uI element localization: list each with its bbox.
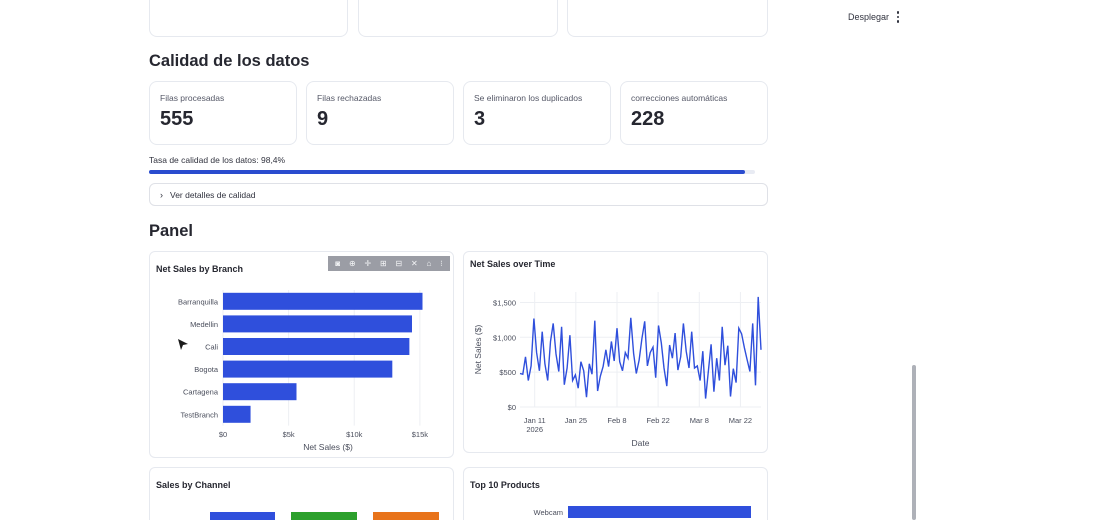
bar: [291, 512, 357, 520]
bar: [373, 512, 439, 520]
metric-card: Filas rechazadas 9: [306, 81, 454, 145]
tick-label: $1,000: [493, 333, 516, 342]
metric-value: 555: [160, 108, 194, 130]
tick-label: Feb 8: [607, 416, 626, 425]
metric-label: Filas procesadas: [160, 93, 225, 103]
quality-section-title: Calidad de los datos: [149, 52, 310, 70]
chevron-right-icon: ›: [160, 189, 163, 200]
tick-label: 2026: [526, 425, 543, 434]
camera-icon[interactable]: ◙: [335, 258, 341, 268]
axis-label: Net Sales ($): [473, 325, 483, 375]
kebab-menu-icon[interactable]: [892, 10, 904, 24]
category-label: TestBranch: [180, 410, 218, 419]
metric-value: 228: [631, 108, 665, 130]
tick-label: Jan 25: [565, 416, 588, 425]
panel-section-title: Panel: [149, 222, 194, 240]
bar: [568, 506, 751, 518]
pan-icon[interactable]: ✛: [364, 258, 372, 268]
zoom-out-icon[interactable]: ⊟: [395, 258, 403, 268]
category-label: Cartagena: [183, 388, 219, 397]
quality-details-expander[interactable]: › Ver detalles de calidad: [149, 183, 768, 206]
branch-bar-chart: Barranquilla Medellin Cali Bogota Cartagena T…: [178, 290, 429, 452]
metric-card: Se eliminaron los duplicados 3: [463, 81, 611, 145]
zoom-icon[interactable]: ⊕: [349, 258, 356, 268]
chart-title: Sales by Channel: [156, 480, 231, 490]
category-label: Barranquilla: [178, 297, 219, 306]
home-icon[interactable]: ⌂: [426, 258, 432, 268]
mouse-cursor-icon: [178, 339, 188, 350]
tick-label: $500: [499, 368, 516, 377]
metric-label: Se eliminaron los duplicados: [474, 93, 583, 103]
tick-label: Mar 8: [690, 416, 709, 425]
chart-title: Top 10 Products: [470, 480, 540, 490]
autoscale-icon[interactable]: ✕: [410, 258, 418, 268]
bar: [223, 292, 423, 310]
quality-progress-fill: [149, 170, 746, 174]
chart-title: Net Sales by Branch: [156, 264, 244, 274]
series-line: [519, 296, 762, 399]
chart-card-channel: Sales by Channel: [149, 467, 454, 520]
previous-card: [358, 0, 558, 37]
tick-label: $1,500: [493, 298, 516, 307]
category-label: Medellin: [190, 320, 218, 329]
category-label: Webcam: [534, 508, 563, 517]
tick-label: $10k: [346, 430, 363, 439]
axis-label: Net Sales ($): [303, 442, 353, 452]
expander-label: Ver detalles de calidad: [170, 189, 256, 200]
products-bar-chart: Webcam: [534, 506, 751, 518]
metric-label: correcciones automáticas: [631, 93, 728, 103]
metric-label: Filas rechazadas: [317, 93, 382, 103]
metric-value: 3: [474, 108, 486, 130]
tick-label: $0: [219, 430, 227, 439]
tick-label: Mar 22: [729, 416, 752, 425]
chart-card-time: Net Sales over Time $0 $500 $1,000 $1,500 Ja…: [463, 251, 768, 453]
deploy-button[interactable]: Desplegar: [848, 12, 890, 22]
tick-label: $0: [508, 403, 516, 412]
previous-card: [567, 0, 768, 37]
tick-label: Jan 11: [524, 416, 546, 425]
axis-label: Date: [632, 438, 650, 448]
channel-bar-chart: [210, 512, 439, 520]
metric-card: Filas procesadas 555: [149, 81, 297, 145]
bar: [223, 315, 412, 333]
metric-card: correcciones automáticas 228: [620, 81, 768, 145]
category-label: Bogota: [194, 365, 219, 374]
chart-title: Net Sales over Time: [470, 259, 556, 269]
chart-card-branch: Net Sales by Branch Barranquilla Medellin…: [149, 251, 454, 458]
tick-label: $5k: [283, 430, 295, 439]
chart-modebar: ◙ ⊕ ✛ ⊞ ⊟ ✕ ⌂ ⁝: [328, 256, 450, 271]
bar: [223, 405, 251, 423]
bar: [223, 383, 297, 401]
metric-value: 9: [317, 108, 329, 130]
scrollbar[interactable]: [912, 365, 916, 520]
tick-label: $15k: [412, 430, 429, 439]
category-label: Cali: [205, 343, 218, 352]
zoom-in-icon[interactable]: ⊞: [379, 258, 387, 268]
bar: [210, 512, 275, 520]
bar: [223, 360, 393, 378]
tick-label: Feb 22: [646, 416, 669, 425]
chart-card-products: Top 10 Products Webcam: [463, 467, 768, 520]
previous-card: [149, 0, 348, 37]
bar: [223, 338, 410, 355]
plotly-logo-icon[interactable]: ⁝: [440, 258, 443, 268]
quality-progress-bar: [149, 170, 755, 174]
quality-rate-text: Tasa de calidad de los datos: 98,4%: [149, 155, 286, 165]
